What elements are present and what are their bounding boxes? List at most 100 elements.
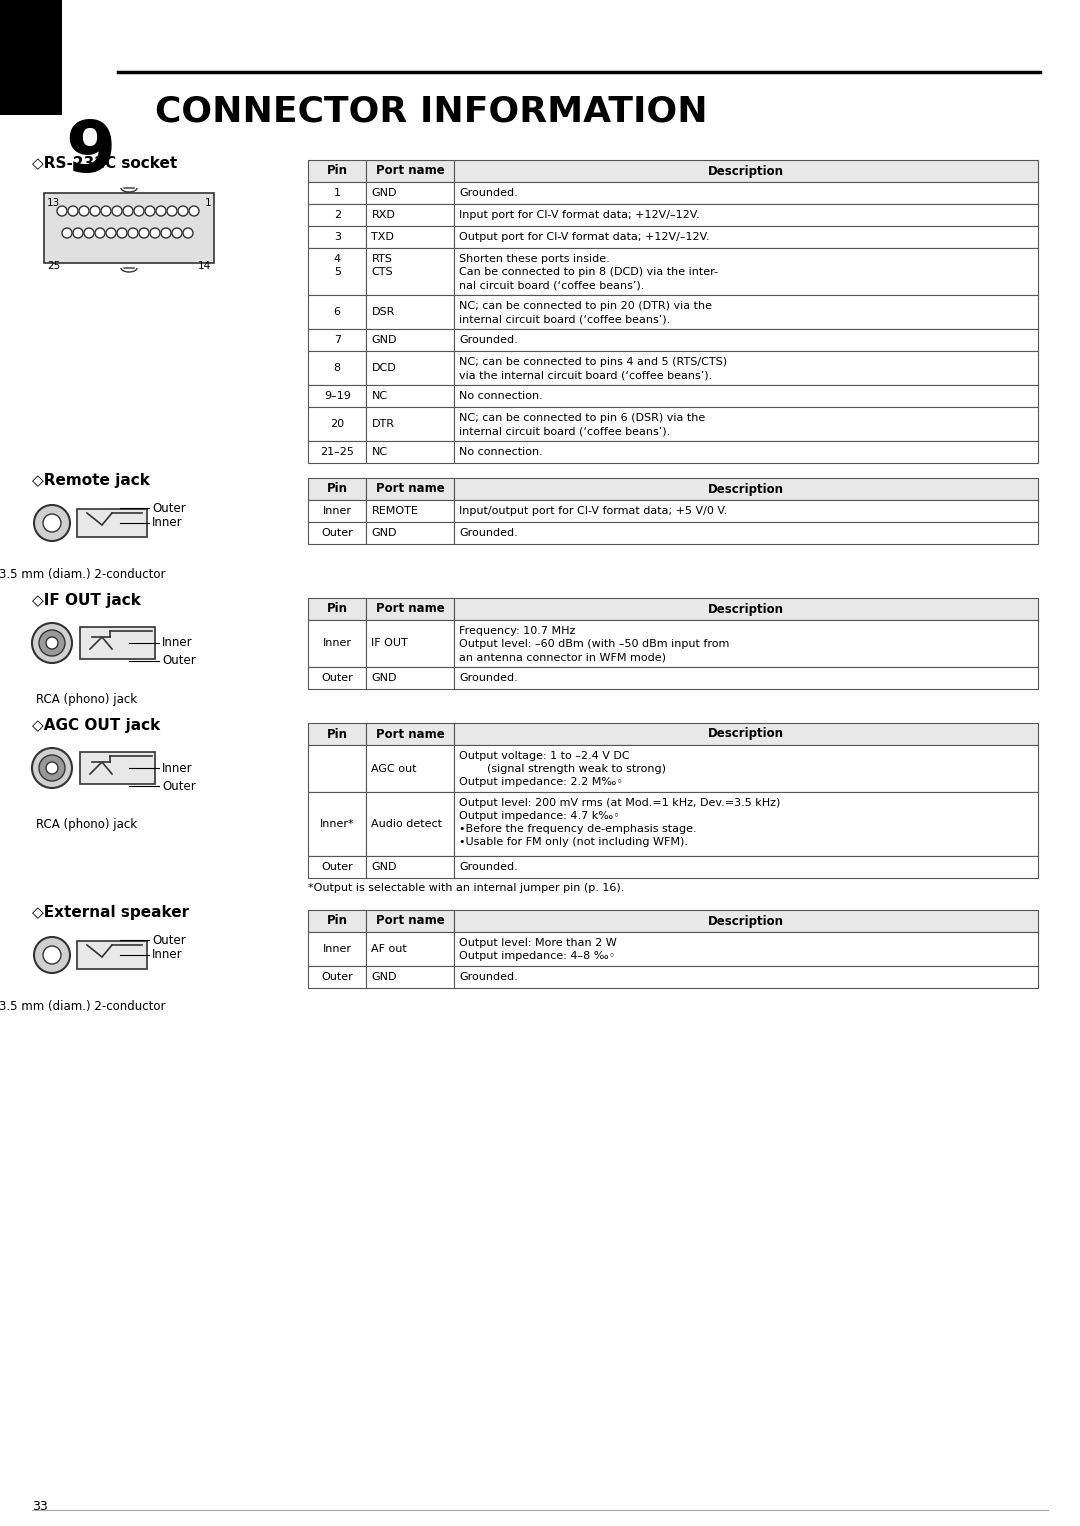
Circle shape (43, 946, 60, 964)
Circle shape (106, 227, 116, 238)
Circle shape (39, 630, 65, 656)
Text: Output impedance: 2.2 M‰◦: Output impedance: 2.2 M‰◦ (459, 777, 623, 787)
Bar (454, 478, 1038, 501)
Text: ◇RS-232C socket: ◇RS-232C socket (32, 156, 177, 169)
Text: 25: 25 (48, 261, 60, 272)
Bar (454, 226, 1038, 249)
Bar (308, 351, 366, 385)
Text: DCD: DCD (372, 363, 396, 372)
Circle shape (39, 755, 65, 781)
Circle shape (73, 227, 83, 238)
Bar (308, 745, 366, 792)
Text: 9–19: 9–19 (324, 391, 351, 401)
Text: 20: 20 (330, 420, 345, 429)
Text: Can be connected to pin 8 (DCD) via the inter-: Can be connected to pin 8 (DCD) via the … (459, 267, 718, 278)
Text: Inner: Inner (162, 636, 192, 650)
Text: TXD: TXD (372, 232, 394, 243)
Bar (454, 909, 1038, 932)
Circle shape (129, 227, 138, 238)
Circle shape (95, 227, 105, 238)
Bar (308, 160, 366, 182)
Text: CONNECTOR INFORMATION: CONNECTOR INFORMATION (156, 95, 707, 130)
Text: Output voltage: 1 to –2.4 V DC: Output voltage: 1 to –2.4 V DC (459, 751, 630, 761)
Text: GND: GND (372, 528, 397, 539)
Text: Inner: Inner (323, 945, 352, 954)
Circle shape (189, 206, 199, 217)
Circle shape (112, 206, 122, 217)
Text: RTS: RTS (372, 253, 392, 264)
Text: Inner: Inner (152, 516, 183, 530)
Text: Input port for CI-V format data; +12V/–12V.: Input port for CI-V format data; +12V/–1… (459, 211, 700, 220)
Bar (308, 295, 366, 330)
Bar (454, 745, 1038, 792)
Bar (366, 226, 454, 249)
Text: Pin: Pin (326, 165, 348, 177)
Text: REMOTE: REMOTE (372, 507, 418, 516)
Text: NC: NC (372, 447, 388, 456)
Bar (454, 330, 1038, 351)
Bar (77, 942, 147, 969)
Text: Frequency: 10.7 MHz: Frequency: 10.7 MHz (459, 626, 576, 636)
Text: 1: 1 (334, 188, 340, 198)
Bar (454, 966, 1038, 987)
Text: No connection.: No connection. (459, 447, 543, 456)
Bar (454, 351, 1038, 385)
Bar (454, 598, 1038, 620)
Text: DSR: DSR (372, 307, 395, 317)
Bar (308, 385, 366, 407)
Bar (454, 667, 1038, 690)
Bar (308, 330, 366, 351)
Bar (454, 204, 1038, 226)
Bar (454, 620, 1038, 667)
Text: Description: Description (708, 165, 784, 177)
Text: RCA (phono) jack: RCA (phono) jack (37, 818, 137, 832)
Circle shape (183, 227, 193, 238)
Text: Description: Description (708, 603, 784, 615)
Circle shape (32, 748, 72, 787)
Bar (366, 598, 454, 620)
Text: GND: GND (372, 336, 397, 345)
Text: ◇Remote jack: ◇Remote jack (32, 473, 150, 488)
Bar (454, 441, 1038, 462)
Bar (366, 667, 454, 690)
Text: via the internal circuit board (‘coffee beans’).: via the internal circuit board (‘coffee … (459, 369, 712, 380)
Bar (454, 407, 1038, 441)
Text: 4: 4 (334, 253, 341, 264)
Text: 6: 6 (334, 307, 340, 317)
Bar (308, 226, 366, 249)
Bar (308, 723, 366, 745)
Text: 3.5 mm (diam.) 2-conductor: 3.5 mm (diam.) 2-conductor (0, 1000, 165, 1013)
Circle shape (117, 227, 127, 238)
Text: IF OUT: IF OUT (372, 638, 408, 649)
Bar (454, 385, 1038, 407)
Text: Inner: Inner (152, 949, 183, 961)
Text: 7: 7 (334, 336, 341, 345)
Text: Port name: Port name (376, 603, 445, 615)
Bar (366, 723, 454, 745)
Bar (80, 752, 156, 784)
Text: Grounded.: Grounded. (459, 528, 517, 539)
Bar (366, 909, 454, 932)
Bar (366, 330, 454, 351)
Bar (366, 966, 454, 987)
Bar (308, 441, 366, 462)
Text: 9: 9 (65, 118, 116, 188)
Circle shape (84, 227, 94, 238)
Circle shape (123, 206, 133, 217)
Text: 5: 5 (334, 267, 340, 278)
Bar (454, 856, 1038, 877)
Text: NC; can be connected to pins 4 and 5 (RTS/CTS): NC; can be connected to pins 4 and 5 (RT… (459, 357, 727, 366)
Text: Port name: Port name (376, 728, 445, 740)
Bar (366, 407, 454, 441)
Text: GND: GND (372, 188, 397, 198)
Bar (308, 667, 366, 690)
Text: 14: 14 (198, 261, 211, 272)
Bar (308, 501, 366, 522)
Bar (308, 478, 366, 501)
Text: 3.5 mm (diam.) 2-conductor: 3.5 mm (diam.) 2-conductor (0, 568, 165, 581)
Text: DTR: DTR (372, 420, 394, 429)
Text: 13: 13 (48, 198, 60, 208)
Text: Output level: More than 2 W: Output level: More than 2 W (459, 938, 617, 948)
Bar (454, 249, 1038, 295)
Text: Description: Description (708, 914, 784, 928)
